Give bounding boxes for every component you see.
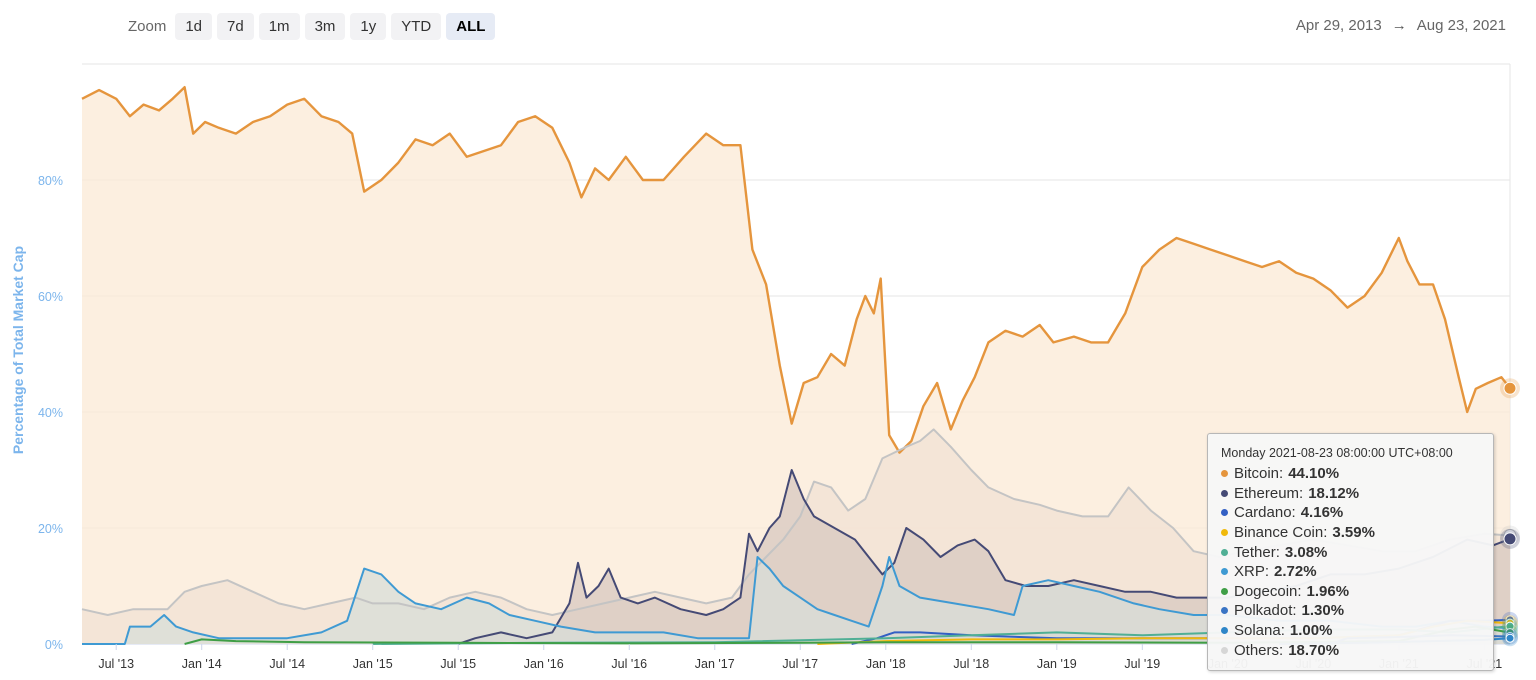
tooltip-row: Solana: 1.00% [1221,621,1481,641]
tooltip-series-name: Dogecoin: [1234,582,1302,600]
tooltip-row: Tether: 3.08% [1221,542,1481,562]
tooltip-series-name: Cardano: [1234,504,1296,522]
zoom-selector: Zoom 1d 7d 1m 3m 1y YTD ALL [128,12,496,40]
tooltip-row: Binance Coin: 3.59% [1221,523,1481,543]
tooltip-series-name: Others: [1234,641,1284,659]
series-dot-icon [1221,607,1228,615]
chart-tooltip: Monday 2021-08-23 08:00:00 UTC+08:00 Bit… [1207,433,1494,671]
hover-markers [1500,378,1520,647]
line-others[interactable] [81,428,1511,616]
tooltip-rows: Bitcoin: 44.10% Ethereum: 18.12% Cardano: 4.1… [1221,464,1481,660]
line-bitcoin[interactable] [81,86,1511,454]
series-dot-icon [1221,529,1228,537]
area-xrp [82,557,1510,644]
tooltip-series-name: Binance Coin: [1234,524,1328,542]
zoom-7d-button[interactable]: 7d [217,12,254,40]
x-tick-label: Jul '18 [953,657,989,671]
tooltip-row: XRP: 2.72% [1221,562,1481,582]
marker-ethereum [1503,532,1517,546]
tooltip-series-value: 1.00% [1289,622,1333,640]
x-tick-label: Jan '18 [866,657,906,671]
range-to[interactable]: Aug 23, 2021 [1416,17,1506,34]
tooltip-row: Polkadot: 1.30% [1221,601,1481,621]
tooltip-series-value: 18.12% [1308,484,1360,502]
zoom-ytd-button[interactable]: YTD [391,12,442,40]
y-tick-label: 60% [38,290,63,304]
x-tick-label: Jan '16 [524,657,564,671]
series-dot-icon [1221,627,1228,635]
tooltip-series-value: 2.72% [1274,563,1317,581]
tooltip-row: Cardano: 4.16% [1221,503,1481,523]
line-xrp[interactable] [82,556,1511,645]
range-from[interactable]: Apr 29, 2013 [1295,17,1382,34]
tooltip-series-value: 44.10% [1288,465,1340,483]
x-tick-label: Jan '17 [695,657,735,671]
zoom-3m-button[interactable]: 3m [304,12,346,40]
x-tick-label: Jul '14 [269,657,305,671]
tooltip-series-name: Tether: [1234,543,1280,561]
tooltip-series-name: Polkadot: [1234,602,1297,620]
tooltip-row: Dogecoin: 1.96% [1221,582,1481,602]
tooltip-series-name: Solana: [1234,622,1285,640]
tooltip-series-value: 1.96% [1306,582,1350,600]
y-axis-title: Percentage of Total Market Cap [10,246,26,454]
zoom-1m-button[interactable]: 1m [258,12,300,40]
tooltip-series-value: 4.16% [1300,504,1344,522]
tooltip-row: Ethereum: 18.12% [1221,484,1481,504]
marker-bitcoin [1503,381,1517,395]
tooltip-series-name: Ethereum: [1234,484,1304,502]
series-dot-icon [1221,568,1228,576]
x-tick-label: Jan '15 [353,657,393,671]
tooltip-series-value: 3.08% [1284,543,1328,561]
x-tick-label: Jul '17 [782,657,818,671]
zoom-1y-button[interactable]: 1y [350,12,387,40]
series-dot-icon [1221,548,1228,556]
x-tick-label: Jan '19 [1037,657,1077,671]
x-tick-label: Jul '13 [98,657,134,671]
tooltip-series-name: XRP: [1234,563,1270,581]
x-tick-label: Jul '16 [611,657,647,671]
y-tick-label: 80% [38,174,63,188]
series-dot-icon [1221,489,1228,497]
date-range: Apr 29, 2013 → Aug 23, 2021 [1296,17,1506,34]
tooltip-series-name: Bitcoin: [1234,465,1284,483]
y-tick-label: 20% [38,522,63,536]
tooltip-row: Others: 18.70% [1221,640,1481,660]
tooltip-series-value: 3.59% [1332,524,1375,542]
zoom-label: Zoom [128,17,167,35]
zoom-1d-button[interactable]: 1d [175,12,213,40]
y-tick-label: 0% [45,638,63,652]
tooltip-title: Monday 2021-08-23 08:00:00 UTC+08:00 [1221,446,1453,460]
x-tick-label: Jul '15 [440,657,476,671]
y-axis-ticks: 0% 20% 40% 60% 80% [38,174,63,652]
tooltip-row: Bitcoin: 44.10% [1221,464,1481,484]
x-tick-label: Jan '14 [182,657,222,671]
range-arrow-icon: → [1391,17,1407,34]
tooltip-series-value: 18.70% [1288,641,1340,659]
x-tick-label: Jul '19 [1124,657,1160,671]
tooltip-series-value: 1.30% [1301,602,1345,620]
y-tick-label: 40% [38,406,63,420]
series-dot-icon [1221,509,1228,517]
area-bitcoin [82,87,1510,644]
marker-solana [1505,633,1515,643]
series-dot-icon [1221,470,1228,478]
zoom-all-button[interactable]: ALL [446,12,496,40]
series-dot-icon [1221,646,1228,654]
series-dot-icon [1221,587,1228,595]
